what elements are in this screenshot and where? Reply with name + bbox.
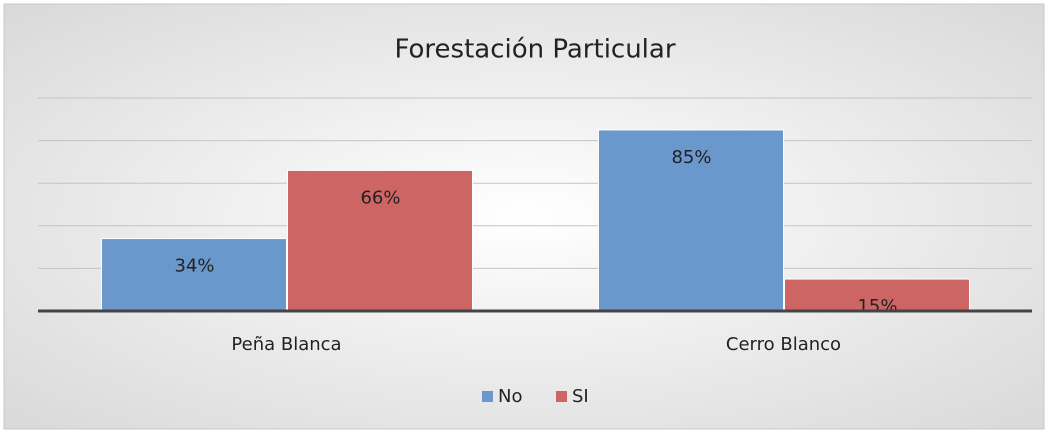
x-tick-label: Peña Blanca <box>231 334 341 355</box>
data-label: 34% <box>174 256 214 277</box>
x-tick-label: Cerro Blanco <box>726 334 841 355</box>
data-label: 15% <box>857 296 897 317</box>
bar <box>598 129 784 312</box>
chart-title: Forestación Particular <box>394 35 675 65</box>
legend-swatch <box>482 391 493 402</box>
chart-background <box>3 3 1045 430</box>
bar <box>784 278 970 312</box>
bar <box>287 169 473 312</box>
legend-label: No <box>498 386 522 407</box>
legend-label: SI <box>572 386 589 407</box>
data-label: 85% <box>671 147 711 168</box>
legend-swatch <box>556 391 567 402</box>
data-label: 66% <box>360 187 400 208</box>
